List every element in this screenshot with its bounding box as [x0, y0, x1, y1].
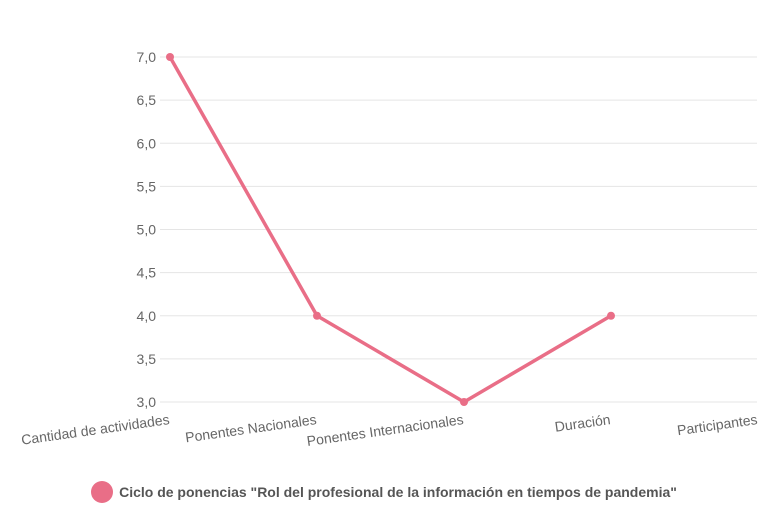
series-layer — [166, 53, 615, 406]
y-tick-label: 4,0 — [137, 308, 157, 324]
gridlines — [160, 56, 757, 403]
x-tick-label: Duración — [554, 411, 612, 435]
x-tick-label: Ponentes Nacionales — [184, 411, 317, 445]
y-tick-label: 5,5 — [137, 178, 157, 194]
y-tick-label: 6,0 — [137, 135, 157, 151]
y-axis-ticks: 3,0 3,5 4,0 4,5 5,0 5,5 6,0 6,5 7,0 — [137, 49, 157, 410]
y-tick-label: 3,0 — [137, 394, 157, 410]
y-tick-label: 7,0 — [137, 49, 157, 65]
x-axis-ticks: Cantidad de actividades Ponentes Nacional… — [20, 411, 758, 449]
series-line — [168, 56, 612, 404]
x-tick-label: Participantes — [676, 411, 758, 438]
data-point[interactable] — [460, 398, 468, 406]
legend[interactable]: Ciclo de ponencias "Rol del profesional … — [0, 478, 768, 506]
y-tick-label: 5,0 — [137, 222, 157, 238]
x-tick-label: Ponentes Internacionales — [306, 411, 465, 449]
data-point[interactable] — [166, 53, 174, 61]
legend-swatch — [91, 481, 114, 503]
y-tick-label: 4,5 — [137, 265, 157, 281]
y-tick-label: 6,5 — [137, 92, 157, 108]
x-tick-label: Cantidad de actividades — [20, 411, 170, 448]
legend-label: Ciclo de ponencias "Rol del profesional … — [119, 484, 677, 500]
data-point[interactable] — [607, 311, 615, 320]
data-point[interactable] — [313, 311, 321, 320]
y-tick-label: 3,5 — [137, 351, 157, 367]
